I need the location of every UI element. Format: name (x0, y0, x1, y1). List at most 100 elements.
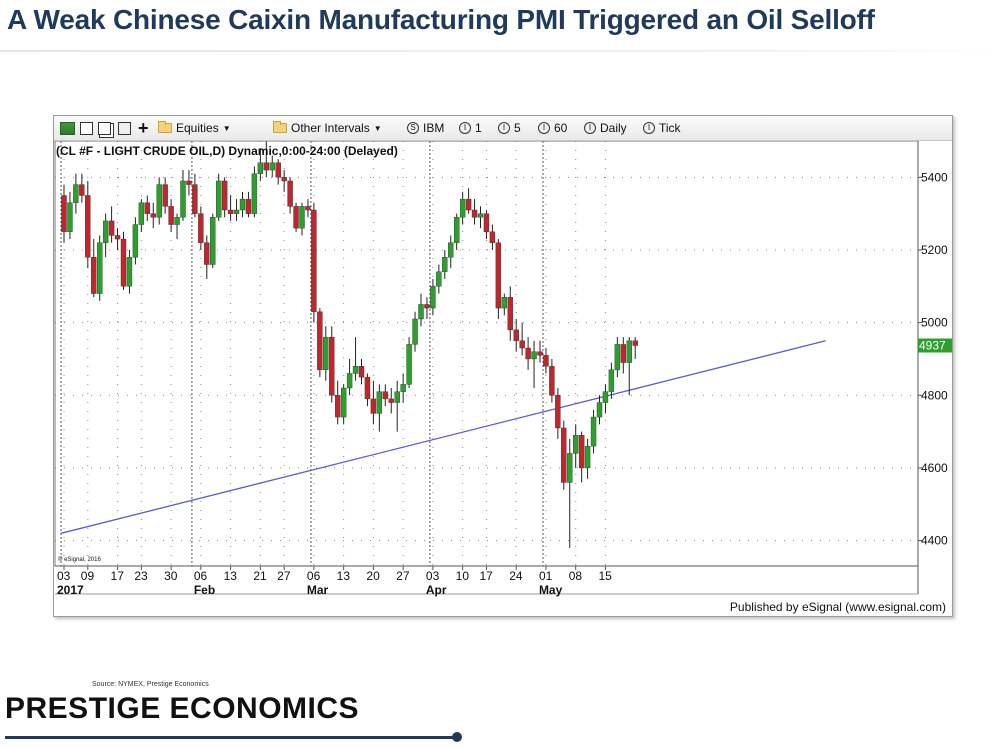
x-tick-label: 06 (307, 569, 321, 583)
x-tick-sublabel: Mar (307, 583, 329, 597)
candle-body (340, 387, 347, 418)
candle-body (543, 355, 549, 367)
x-tick-label: 08 (569, 569, 583, 583)
x-tick-label: 17 (479, 569, 493, 583)
candle-body (459, 198, 466, 218)
candle-body (251, 173, 258, 214)
toolbar-label-ibm: IBM (423, 121, 445, 135)
plus-icon: + (138, 117, 149, 138)
candle-body (519, 340, 525, 349)
candle-body (305, 206, 311, 211)
toolbar-item-tick[interactable]: I Tick (643, 120, 681, 136)
candle-body (394, 391, 400, 403)
candle-body (227, 209, 234, 214)
x-tick-label: 13 (224, 569, 238, 583)
candle-body (132, 224, 139, 258)
x-tick-label: 06 (194, 569, 208, 583)
candle-body (531, 351, 537, 360)
slide-title: A Weak Chinese Caixin Manufacturing PMI … (7, 4, 875, 35)
folder-icon (158, 121, 172, 133)
candle-body (150, 213, 156, 218)
candle-body (584, 445, 591, 469)
toolbar-label-1: 1 (475, 121, 482, 135)
copy-page-icon (98, 121, 111, 135)
candle-body (412, 318, 418, 345)
bar-chart-icon (60, 121, 75, 135)
candle-body (400, 384, 406, 392)
candle-body (323, 336, 329, 371)
x-tick-label: 27 (396, 569, 410, 583)
candle-body (204, 242, 210, 265)
candle-body (454, 217, 460, 243)
properties-button[interactable] (118, 120, 131, 136)
candle-body (507, 296, 513, 331)
candle-body (174, 217, 180, 225)
candle-body (620, 344, 626, 363)
candle-body (79, 184, 85, 196)
candle-body (97, 242, 103, 294)
x-tick-sublabel: Feb (194, 583, 215, 597)
candle-body (382, 391, 388, 400)
copy-page-button[interactable] (98, 120, 111, 136)
candle-body (358, 366, 365, 378)
add-button[interactable]: + (138, 117, 149, 138)
candle-body (477, 213, 484, 218)
candle-body (608, 369, 615, 392)
candle-body (156, 184, 162, 218)
candle-body (424, 304, 430, 309)
chart-toolbar: + Equities ▼ Other Intervals ▼ S IBM I 1… (54, 116, 952, 141)
candle-body (614, 344, 621, 371)
x-tick-label: 17 (111, 569, 125, 583)
x-tick-label: 21 (253, 569, 267, 583)
interval-circle-icon: I (643, 122, 655, 134)
candle-body (299, 206, 305, 229)
toolbar-item-other-intervals[interactable]: Other Intervals ▼ (273, 120, 382, 136)
toolbar-item-interval-1[interactable]: I 1 (459, 120, 482, 136)
toolbar-item-daily[interactable]: I Daily (584, 120, 627, 136)
candle-body (329, 336, 335, 396)
candle-body (364, 376, 371, 400)
x-tick-label: 01 (539, 569, 553, 583)
candle-body (406, 344, 412, 385)
candle-body (245, 198, 252, 214)
candle-body (144, 202, 151, 214)
candle-body (537, 351, 543, 356)
candle-body (108, 220, 115, 236)
candle-body (269, 162, 275, 171)
x-tick-sublabel: May (539, 583, 563, 597)
candle-body (370, 398, 377, 414)
chart-style-button[interactable] (60, 120, 75, 136)
new-page-button[interactable] (80, 120, 93, 136)
x-tick-label: 13 (337, 569, 351, 583)
candle-body (525, 347, 531, 360)
candle-body (602, 391, 609, 403)
toolbar-item-interval-60[interactable]: I 60 (538, 120, 567, 136)
candle-body (198, 213, 204, 243)
candle-body (442, 257, 448, 272)
x-tick-label: 03 (57, 569, 71, 583)
candle-body (430, 286, 436, 309)
candle-body (489, 231, 496, 243)
candle-body (555, 395, 561, 429)
candle-body (233, 209, 240, 214)
toolbar-item-ibm[interactable]: S IBM (407, 120, 444, 136)
y-tick-label: 5200 (921, 243, 948, 257)
x-tick-sublabel: 2017 (57, 583, 84, 597)
candle-body (483, 213, 490, 233)
candle-body (215, 180, 222, 218)
interval-circle-icon: I (459, 122, 471, 134)
candle-body (388, 398, 394, 403)
toolbar-item-equities[interactable]: Equities ▼ (158, 120, 231, 136)
toolbar-item-interval-5[interactable]: I 5 (498, 120, 521, 136)
x-tick-label: 15 (598, 569, 612, 583)
candle-body (168, 206, 174, 225)
interval-circle-icon: I (498, 122, 510, 134)
chart-copyright: © eSignal, 2016 (58, 556, 101, 563)
candle-body (210, 217, 216, 265)
last-price-badge (918, 338, 952, 353)
title-divider (0, 50, 1000, 52)
candle-body (293, 206, 299, 229)
candle-body (263, 162, 270, 171)
candle-body (102, 220, 109, 243)
